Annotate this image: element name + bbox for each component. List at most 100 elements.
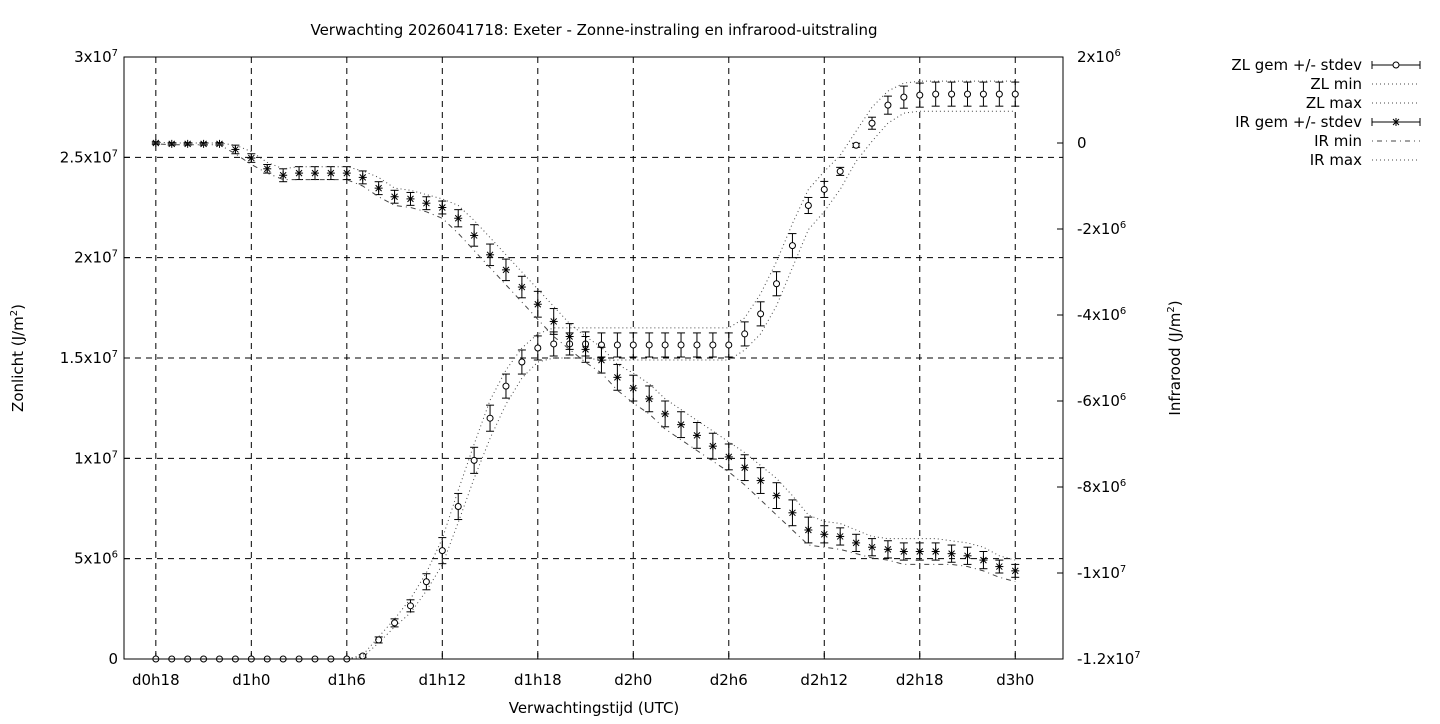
grid-lines [124,57,1063,659]
data-point [199,139,208,148]
left-axis-ticks: 0 5x106 1x107 1.5x107 2x107 2.5x107 3x107 [60,48,130,668]
right-tick-label: -4x106 [1077,306,1126,324]
right-tick-label: -6x106 [1077,392,1126,410]
data-point [788,508,797,517]
right-tick-label: -2x106 [1077,220,1126,238]
legend-label: ZL max [1306,94,1362,112]
data-point [916,91,924,99]
data-point [772,491,781,500]
left-tick-label: 1x107 [74,449,118,467]
data-point [995,90,1003,98]
data-point [804,201,812,209]
left-tick-label: 5x106 [74,550,118,568]
x-tick-label: d2h12 [800,671,848,689]
data-point [820,185,828,193]
data-point [517,283,526,292]
data-point [915,547,924,556]
data-point [167,139,176,148]
data-point [708,442,717,451]
x-tick-label: d2h6 [710,671,748,689]
data-point [454,502,462,510]
data-point [470,456,478,464]
x-tick-label: d1h0 [232,671,270,689]
data-point [804,526,813,534]
data-point [406,194,415,203]
data-point [231,145,240,154]
left-tick-label: 1.5x107 [60,349,118,367]
legend-item: IR max [1310,151,1420,169]
chart-title: Verwachting 2026041718: Exeter - Zonne-i… [310,21,877,39]
data-point [964,90,972,98]
legend-label: IR gem +/- stdev [1235,113,1362,131]
data-point [454,214,463,223]
series-line [155,143,1016,583]
data-point [931,547,940,556]
data-point [661,409,670,418]
legend-item: IR min [1314,132,1420,150]
data-point [709,341,717,349]
data-point [470,231,479,240]
data-point [597,356,606,365]
left-tick-label: 2.5x107 [60,148,118,166]
x-tick-label: d0h18 [132,671,180,689]
data-point [995,562,1004,571]
data-point [422,578,430,586]
left-tick-label: 3x107 [74,48,118,66]
data-point [645,341,653,349]
series-ir-gem-stdev [151,139,1020,578]
right-tick-label: 2x106 [1077,48,1121,66]
data-point [868,119,876,127]
data-point [359,652,367,660]
data-point [550,340,558,348]
data-point [533,300,542,309]
data-point [279,171,288,180]
x-axis-label: Verwachtingstijd (UTC) [509,699,680,717]
data-point [374,184,383,193]
data-point [342,169,351,178]
data-point [502,382,510,390]
data-point [724,452,733,461]
data-point [438,547,446,555]
data-point [486,414,494,422]
x-tick-label: d2h18 [896,671,944,689]
data-point [693,341,701,349]
legend-label: ZL min [1310,75,1362,93]
legend-item: ZL gem +/- stdev [1231,56,1421,74]
data-point [932,90,940,98]
x-axis-ticks: d0h18 d1h0 d1h6 d1h12 d1h18 d2h0 d2h6 d2h12 d2h1… [132,653,1034,689]
data-point [725,341,733,349]
data-point [979,90,987,98]
right-tick-label: -1x107 [1077,564,1126,582]
data-point [406,602,414,610]
data-point [629,384,638,393]
legend-marker [1392,118,1400,126]
data-point [263,164,272,173]
data-point [773,280,781,288]
data-point [677,420,686,429]
series-layer [151,80,1020,663]
data-point [963,551,972,560]
data-point [677,341,685,349]
data-point [692,431,701,440]
data-point [1011,90,1019,98]
data-point [358,173,367,182]
data-point [836,532,845,541]
data-point [629,341,637,349]
data-point [486,250,495,259]
data-point [884,101,892,109]
data-point [613,341,621,349]
data-point [613,373,622,382]
data-point [549,317,558,326]
data-point [757,310,765,318]
legend-item: ZL max [1306,94,1420,112]
data-point [501,265,510,274]
right-tick-label: -8x106 [1077,478,1126,496]
data-point [183,139,192,148]
right-axis-ticks: -1.2x107 -1x107 -8x106 -6x106 -4x106 -2x106 0 2… [1057,48,1141,668]
series-line [155,110,1016,660]
x-tick-label: d1h6 [328,671,366,689]
legend-marker [1392,61,1400,69]
left-axis-label: Zonlicht (J/m2) [9,304,27,412]
data-point [534,344,542,352]
